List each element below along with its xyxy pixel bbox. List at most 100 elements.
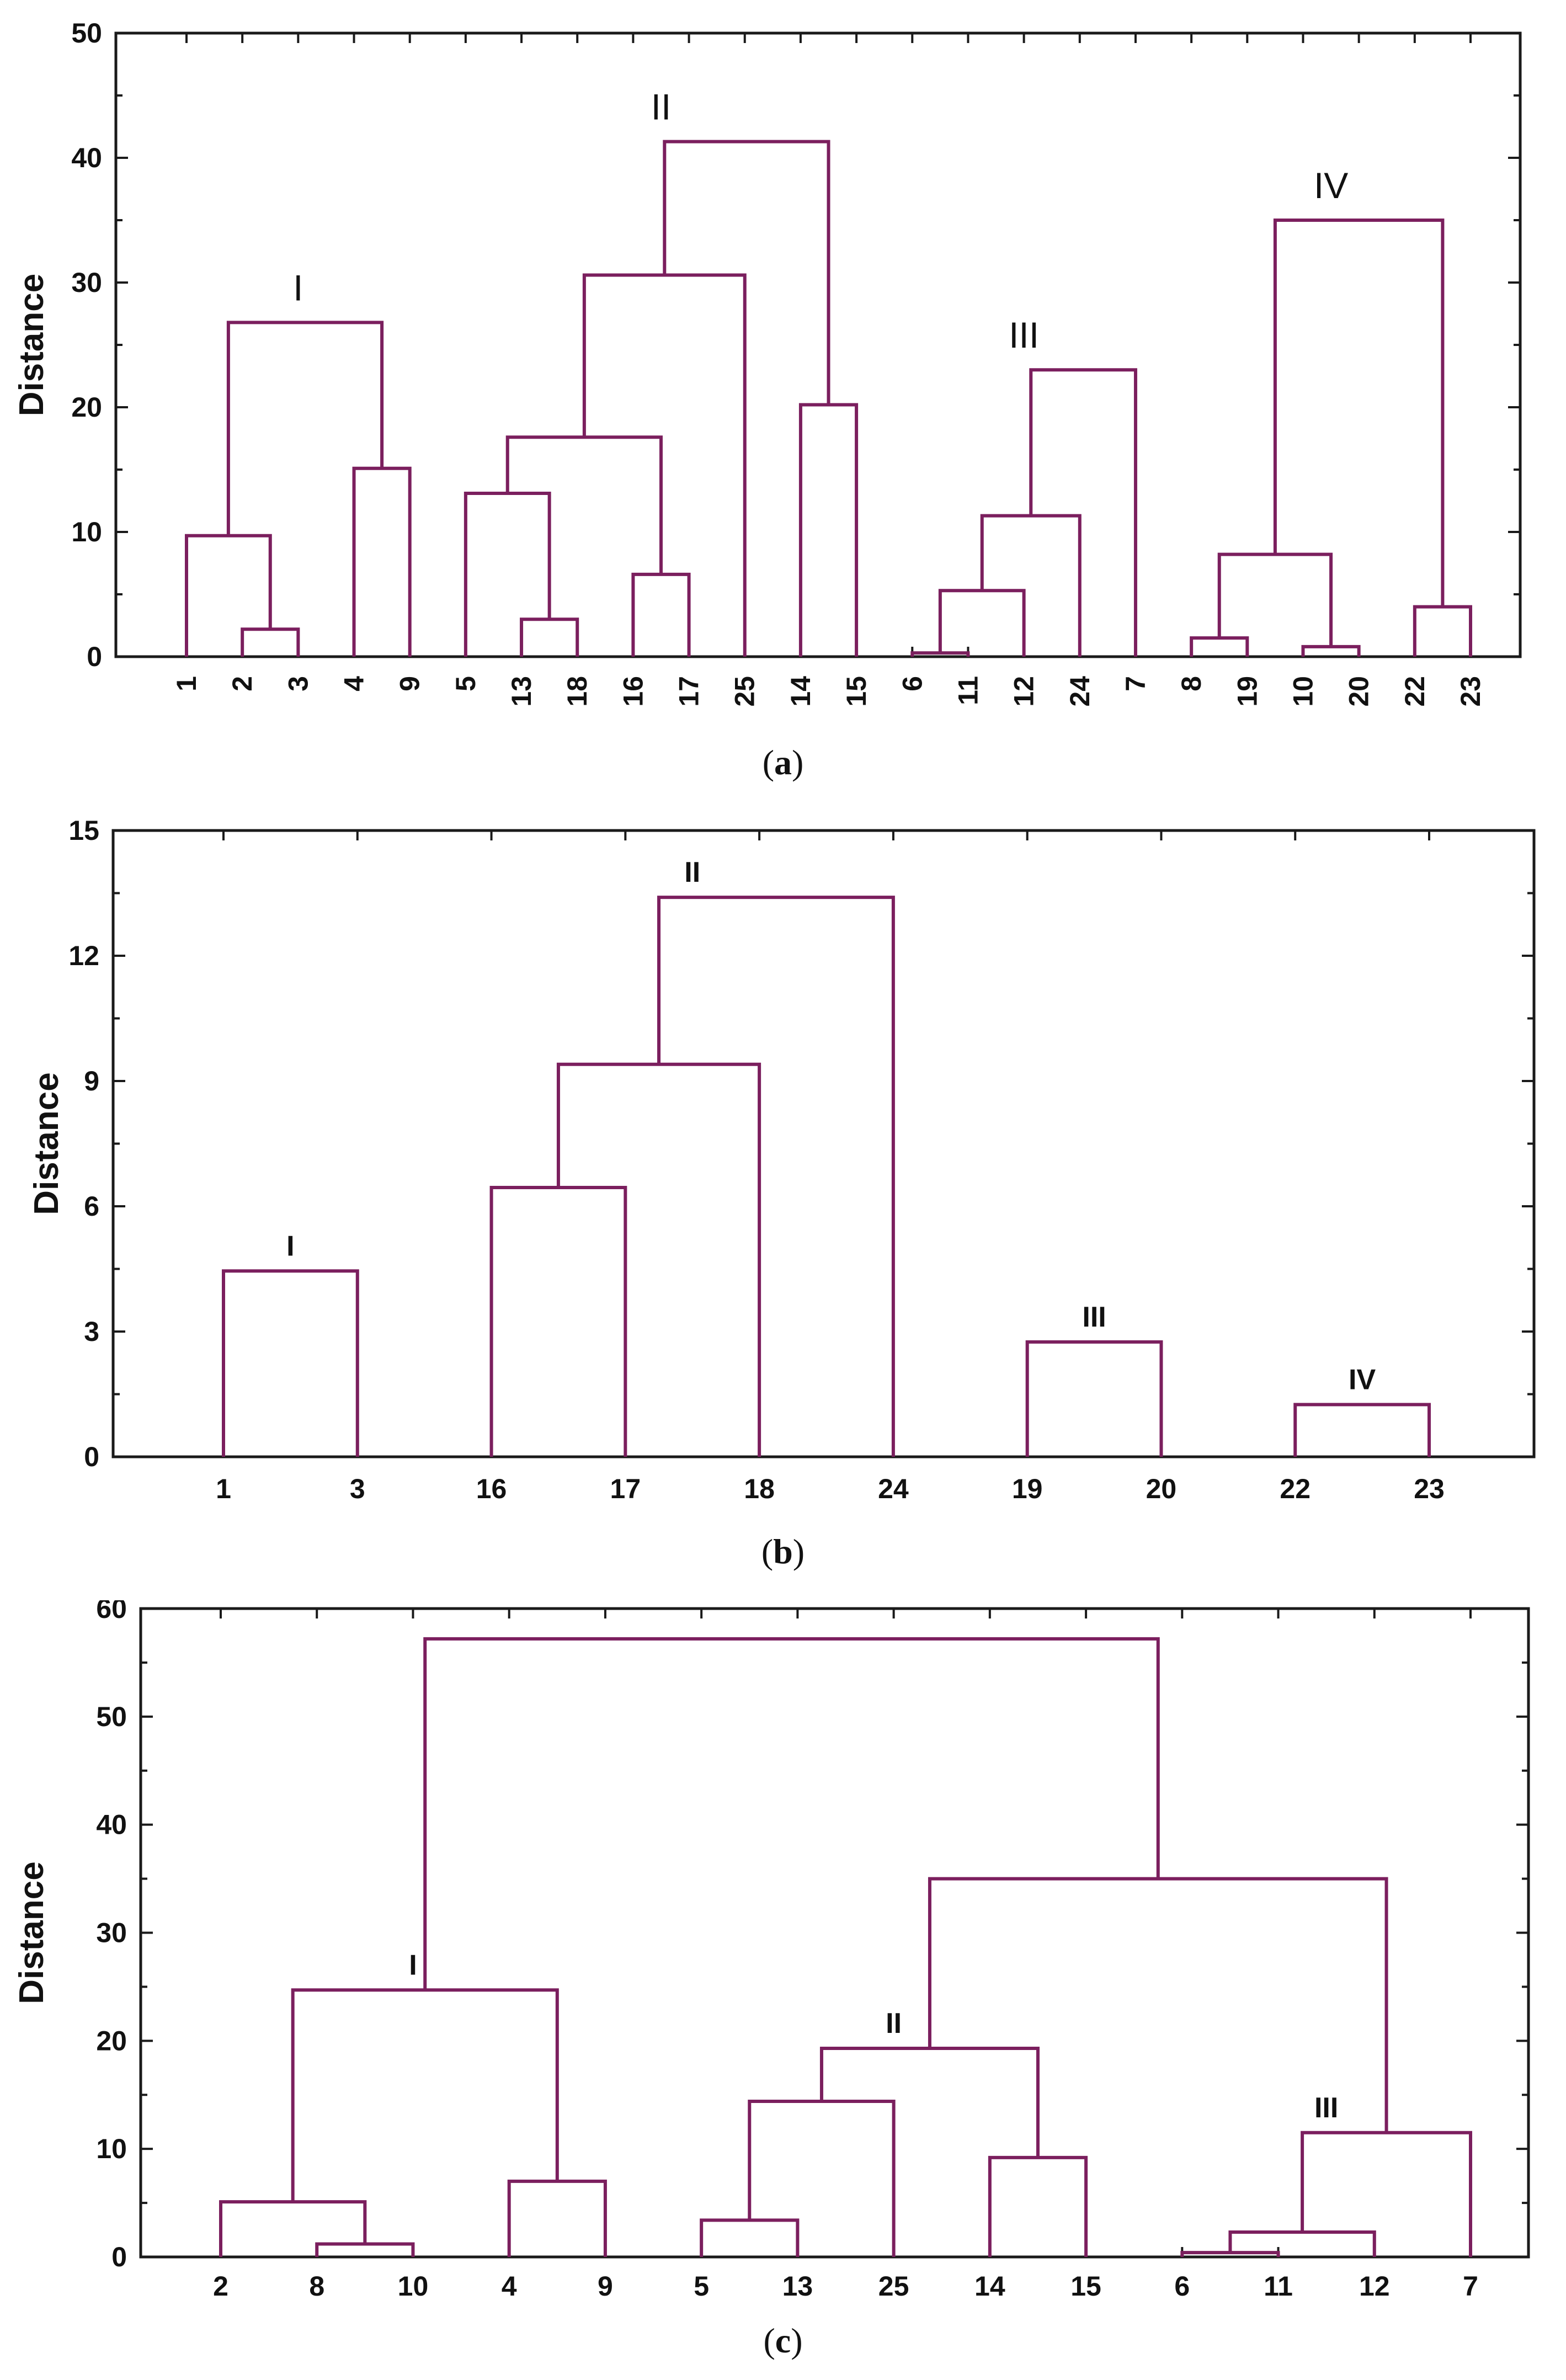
dendrogram-link bbox=[505, 435, 663, 574]
x-tick-label: 10 bbox=[398, 2271, 429, 2302]
y-tick-label: 30 bbox=[96, 1918, 127, 1948]
x-tick-label: 18 bbox=[744, 1473, 775, 1504]
dendrogram-link bbox=[423, 1637, 1160, 1990]
dendrogram-link bbox=[226, 321, 384, 536]
x-tick-label: 8 bbox=[1176, 676, 1207, 691]
x-tick-label: 3 bbox=[283, 676, 313, 691]
y-tick-label: 0 bbox=[84, 1441, 99, 1472]
plot-frame bbox=[114, 31, 1522, 658]
x-tick-label: 15 bbox=[841, 676, 872, 707]
dendrogram-link bbox=[219, 2200, 367, 2257]
dendrogram-link bbox=[352, 466, 412, 657]
y-tick-label: 9 bbox=[84, 1066, 99, 1096]
x-tick-label: 11 bbox=[1264, 2271, 1293, 2302]
y-tick-label: 50 bbox=[71, 18, 102, 49]
x-tick-label: 2 bbox=[213, 2271, 228, 2302]
y-tick-label: 50 bbox=[96, 1701, 127, 1732]
cluster-label: II bbox=[651, 87, 672, 127]
dendrogram-link bbox=[291, 1988, 559, 2202]
dendrogram-link bbox=[582, 273, 747, 657]
x-tick-label: 23 bbox=[1455, 676, 1486, 707]
x-tick-label: 22 bbox=[1280, 1473, 1311, 1504]
y-axis-label: Distance bbox=[28, 1072, 66, 1215]
plot-frame bbox=[111, 829, 1536, 1458]
x-tick-label: 24 bbox=[1064, 676, 1095, 707]
x-tick-label: 4 bbox=[502, 2271, 517, 2302]
x-tick-label: 18 bbox=[562, 676, 593, 707]
caption-a: (a) bbox=[762, 743, 804, 782]
y-tick-label: 30 bbox=[71, 267, 102, 298]
dendrogram-link bbox=[241, 627, 300, 657]
cluster-label: III bbox=[1082, 1301, 1106, 1333]
dendrogram-link bbox=[1273, 219, 1445, 607]
x-tick-label: 5 bbox=[450, 676, 481, 691]
x-tick-label: 14 bbox=[785, 676, 816, 707]
cluster-label: II bbox=[684, 856, 700, 888]
x-tick-label: 13 bbox=[506, 676, 537, 707]
dendrogram-link bbox=[520, 617, 579, 657]
y-tick-label: 12 bbox=[68, 940, 99, 971]
dendrogram-link bbox=[631, 572, 691, 657]
x-tick-label: 9 bbox=[395, 676, 425, 691]
y-tick-label: 0 bbox=[87, 641, 102, 672]
dendrogram-link bbox=[1025, 1340, 1163, 1457]
dendrogram-link bbox=[980, 514, 1082, 657]
x-tick-label: 20 bbox=[1344, 676, 1375, 707]
x-tick-label: 6 bbox=[897, 676, 928, 691]
y-axis-label: Distance bbox=[13, 274, 51, 416]
x-tick-label: 24 bbox=[878, 1473, 909, 1504]
x-tick-label: 1 bbox=[171, 676, 202, 691]
y-axis-label: Distance bbox=[13, 1861, 51, 2004]
x-tick-label: 15 bbox=[1070, 2271, 1101, 2302]
y-tick-label: 6 bbox=[84, 1191, 99, 1222]
cluster-label: III bbox=[1314, 2092, 1338, 2124]
x-tick-label: 25 bbox=[729, 676, 760, 707]
x-tick-label: 16 bbox=[617, 676, 648, 707]
x-tick-label: 2 bbox=[227, 676, 258, 691]
dendrogram-link bbox=[1301, 2131, 1472, 2257]
y-tick-label: 10 bbox=[96, 2133, 127, 2164]
dendrogram-link bbox=[1180, 2251, 1280, 2257]
x-tick-label: 5 bbox=[694, 2271, 709, 2302]
dendrogram-link bbox=[988, 2155, 1088, 2257]
x-tick-label: 25 bbox=[878, 2271, 909, 2302]
y-tick-label: 0 bbox=[111, 2241, 127, 2272]
y-tick-label: 20 bbox=[71, 392, 102, 423]
dendrogram-link bbox=[1190, 636, 1249, 657]
dendrogram-link bbox=[938, 589, 1026, 657]
dendrogram-link bbox=[1029, 368, 1137, 657]
dendrogram-link bbox=[1217, 552, 1333, 647]
x-tick-label: 19 bbox=[1232, 676, 1263, 707]
dendrogram-c: 0 10 20 30 40 50 60 2 8 10 4 9 5 13 25 14 15 6 11 12 7 Distan… bbox=[13, 1600, 1530, 2302]
caption-c: (c) bbox=[763, 2321, 803, 2360]
x-tick-label: 17 bbox=[610, 1473, 641, 1504]
cluster-label: III bbox=[1009, 315, 1039, 355]
dendrogram-link bbox=[700, 2218, 800, 2257]
dendrogram-link bbox=[748, 2100, 896, 2257]
x-tick-label: 4 bbox=[339, 676, 370, 691]
dendrogram-link bbox=[1301, 645, 1361, 657]
dendrogram-link bbox=[1228, 2230, 1376, 2257]
cluster-label: II bbox=[886, 2008, 902, 2040]
cluster-label: I bbox=[409, 1949, 417, 1981]
x-tick-label: 14 bbox=[974, 2271, 1005, 2302]
dendrogram-link bbox=[507, 2179, 607, 2257]
x-tick-label: 23 bbox=[1414, 1473, 1445, 1504]
cluster-label: I bbox=[286, 1230, 294, 1262]
dendrogram-link bbox=[489, 1185, 627, 1457]
y-tick-label: 3 bbox=[84, 1316, 99, 1347]
x-tick-label: 11 bbox=[952, 676, 983, 705]
dendrogram-link bbox=[663, 140, 830, 405]
y-tick-label: 60 bbox=[96, 1600, 127, 1624]
y-tick-label: 40 bbox=[96, 1809, 127, 1840]
dendrogram-link bbox=[819, 2047, 1040, 2158]
x-tick-label: 16 bbox=[476, 1473, 507, 1504]
dendrogram-link bbox=[222, 1269, 359, 1457]
y-tick-label: 10 bbox=[71, 517, 102, 547]
x-tick-label: 9 bbox=[598, 2271, 613, 2302]
x-tick-label: 20 bbox=[1146, 1473, 1177, 1504]
x-tick-label: 12 bbox=[1359, 2271, 1390, 2302]
dendrogram-link bbox=[657, 896, 895, 1457]
